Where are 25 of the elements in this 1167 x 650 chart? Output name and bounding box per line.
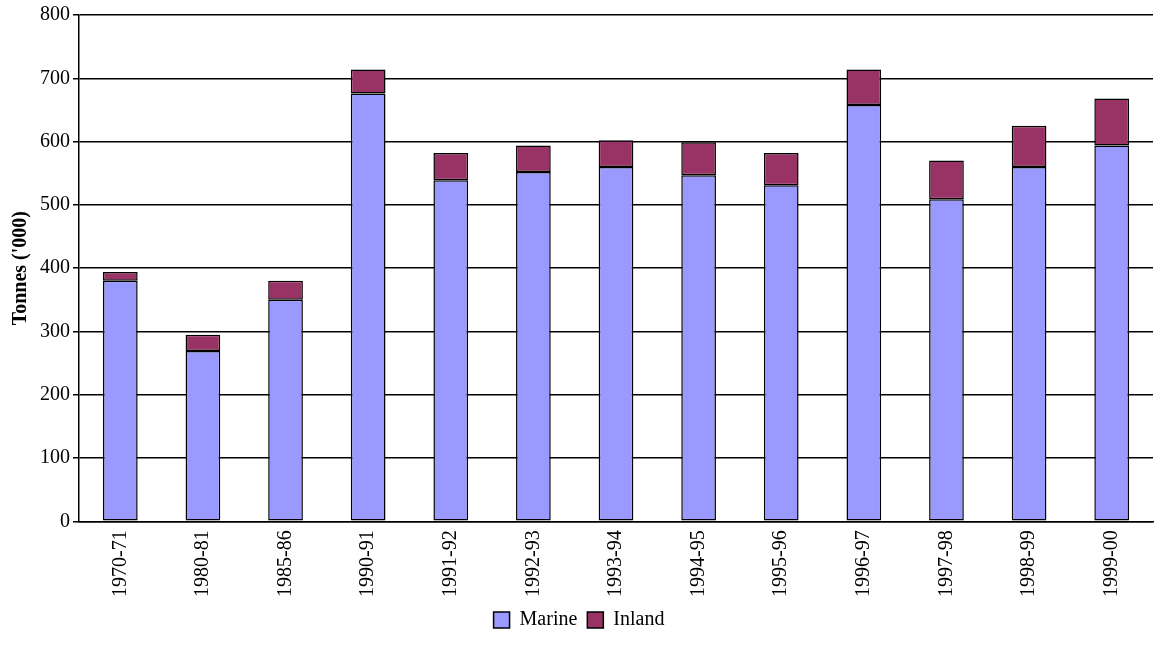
y-tick-label: 200	[40, 382, 70, 404]
x-tick-label: 1995-96	[768, 530, 791, 598]
legend-label: Inland	[613, 607, 665, 630]
x-tick-label: 1990-91	[355, 530, 378, 598]
y-tick-label: 300	[40, 318, 70, 341]
y-axis-title: Tonnes ('000)	[8, 211, 32, 326]
x-tick-label: 1996-97	[851, 530, 874, 598]
x-tick-label: 1998-99	[1016, 530, 1039, 598]
x-tick-label: 1994-95	[685, 530, 708, 598]
y-tick-label: 600	[40, 128, 70, 151]
legend-label: Marine	[519, 607, 578, 630]
x-tick-label: 1992-93	[520, 530, 543, 598]
y-tick-label: 800	[40, 2, 70, 25]
x-tick-label: 1980-81	[190, 530, 213, 598]
y-tick-label: 700	[40, 65, 70, 88]
x-tick-label: 1999-00	[1098, 530, 1121, 598]
x-tick-label: 1985-86	[272, 530, 295, 598]
x-tick-label: 1991-92	[438, 530, 461, 598]
y-tick-label: 100	[40, 445, 70, 468]
x-tick-label: 1993-94	[603, 530, 626, 598]
y-tick-label: 400	[40, 255, 70, 278]
x-tick-label: 1970-71	[107, 530, 130, 598]
y-tick-label: 500	[40, 192, 70, 215]
x-tick-label: 1997-98	[933, 530, 956, 598]
y-tick-label: 0	[60, 508, 70, 531]
